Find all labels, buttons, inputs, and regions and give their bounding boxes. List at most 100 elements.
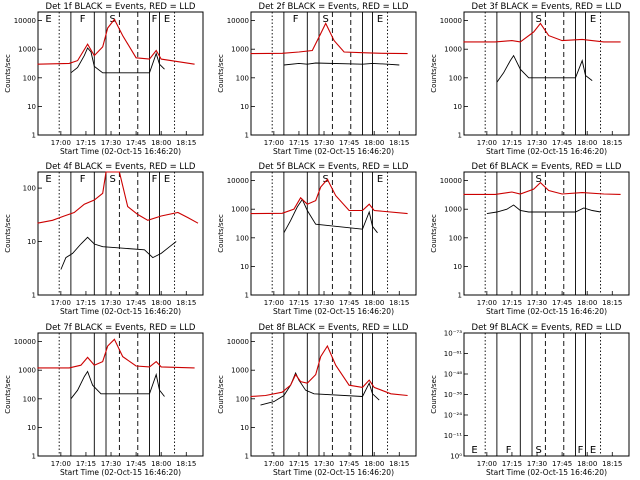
- segment-label: S: [110, 174, 116, 185]
- y-tick-label: 100: [236, 234, 249, 242]
- panel-title: Det 2f BLACK = Events, RED = LLD: [259, 2, 409, 12]
- x-tick-label: 17:00: [264, 460, 284, 468]
- x-tick-label: 17:30: [527, 139, 547, 147]
- y-tick-label: 100: [23, 74, 36, 82]
- series-events-line: [260, 371, 380, 406]
- segment-label: E: [377, 14, 383, 25]
- series-lld-line: [250, 22, 408, 55]
- y-tick-label: 10000: [227, 177, 249, 185]
- y-tick-label: 100: [23, 395, 36, 403]
- series-events-line: [283, 198, 378, 234]
- y-tick-label: 10⁻²⁴: [444, 412, 462, 420]
- y-axis-label: Counts/sec: [217, 214, 225, 253]
- x-tick-label: 17:15: [289, 299, 309, 307]
- y-axis-label: Counts/sec: [430, 214, 438, 253]
- y-tick-label: 1000: [231, 367, 249, 375]
- x-tick-label: 17:30: [527, 299, 547, 307]
- x-tick-label: 18:00: [364, 139, 384, 147]
- plot-frame: [250, 11, 417, 136]
- series-events-line: [496, 54, 593, 83]
- panel-title: Det 8f BLACK = Events, RED = LLD: [259, 323, 409, 333]
- x-tick-label: 17:45: [552, 139, 572, 147]
- series-lld-line: [463, 181, 621, 195]
- x-tick-label: 17:30: [101, 299, 121, 307]
- x-tick-label: 18:00: [151, 139, 171, 147]
- y-tick-label: 1000: [231, 206, 249, 214]
- x-tick-label: 18:15: [389, 460, 409, 468]
- segment-label: S: [110, 14, 116, 25]
- series-lld-line: [250, 178, 408, 215]
- y-tick-label: 10⁻⁶¹: [444, 350, 462, 358]
- segment-label: E: [471, 445, 477, 456]
- x-tick-label: 17:00: [51, 299, 71, 307]
- panel-7f: Det 7f BLACK = Events, RED = LLD 17:00 17:…: [4, 323, 204, 477]
- x-axis-label: Start Time (02-Oct-15 16:46:20): [273, 147, 394, 156]
- y-tick-label: 10⁻⁴⁸: [444, 371, 462, 379]
- y-tick-label: 1: [245, 132, 249, 140]
- x-tick-label: 18:00: [151, 299, 171, 307]
- series-events-line: [283, 62, 400, 66]
- x-tick-label: 17:45: [339, 139, 359, 147]
- y-tick-label: 1000: [231, 46, 249, 54]
- y-tick-label: 10⁻³⁶: [444, 391, 462, 399]
- y-tick-label: 100: [449, 234, 462, 242]
- x-tick-label: 17:30: [101, 460, 121, 468]
- segment-label: S: [536, 14, 542, 25]
- x-tick-label: 17:15: [502, 299, 522, 307]
- x-tick-label: 18:00: [364, 460, 384, 468]
- x-axis-label: Start Time (02-Oct-15 16:46:20): [60, 147, 181, 156]
- x-tick-label: 17:15: [76, 299, 96, 307]
- y-tick-label: 100: [236, 74, 249, 82]
- x-tick-label: 17:00: [477, 139, 497, 147]
- y-tick-label: 10⁻¹¹: [444, 432, 462, 440]
- y-tick-label: 1: [458, 292, 462, 300]
- x-tick-label: 17:30: [314, 139, 334, 147]
- segment-label: F: [80, 14, 86, 25]
- x-axis-label: Start Time (02-Oct-15 16:46:20): [273, 307, 394, 316]
- y-tick-label: 10: [240, 263, 249, 271]
- panel-title: Det 9f BLACK = Events, RED = LLD: [472, 323, 622, 333]
- plot-frame: [37, 11, 204, 136]
- x-tick-label: 17:45: [339, 299, 359, 307]
- plot-frame: [250, 332, 417, 457]
- y-tick-label: 10000: [227, 338, 249, 346]
- y-tick-label: 100: [449, 74, 462, 82]
- x-tick-label: 17:00: [51, 139, 71, 147]
- y-axis-label: Counts/sec: [430, 54, 438, 93]
- y-tick-label: 10: [240, 424, 249, 432]
- y-tick-label: 1: [458, 132, 462, 140]
- y-tick-label: 1000: [18, 46, 36, 54]
- series-events-line: [70, 370, 165, 400]
- y-axis-label: Counts/sec: [4, 375, 12, 414]
- series-lld-line: [37, 338, 195, 369]
- segment-label: S: [323, 174, 329, 185]
- x-tick-label: 18:15: [389, 139, 409, 147]
- x-tick-label: 18:00: [577, 460, 597, 468]
- x-tick-label: 17:15: [502, 460, 522, 468]
- x-tick-label: 17:15: [289, 139, 309, 147]
- x-tick-label: 17:00: [51, 460, 71, 468]
- y-tick-label: 10000: [14, 338, 36, 346]
- y-tick-label: 100: [23, 185, 36, 193]
- panel-5f: Det 5f BLACK = Events, RED = LLD S E 17:00 1…: [217, 162, 417, 316]
- x-tick-label: 18:15: [602, 139, 622, 147]
- y-tick-label: 10000: [227, 17, 249, 25]
- x-tick-label: 18:00: [577, 299, 597, 307]
- x-tick-label: 17:00: [477, 299, 497, 307]
- plot-frame: [250, 171, 417, 296]
- y-tick-label: 1000: [444, 206, 462, 214]
- segment-label: F: [152, 174, 158, 185]
- panel-title: Det 1f BLACK = Events, RED = LLD: [46, 2, 196, 12]
- series-lld-line: [37, 171, 199, 224]
- y-axis-label: Counts/sec: [430, 375, 438, 414]
- segment-label: E: [590, 445, 596, 456]
- x-axis-label: Start Time (02-Oct-15 16:46:20): [60, 468, 181, 477]
- y-tick-label: 10⁻⁷³: [444, 330, 462, 338]
- x-axis-label: Start Time (02-Oct-15 16:46:20): [486, 147, 607, 156]
- x-tick-label: 17:15: [76, 460, 96, 468]
- series-lld-line: [250, 344, 408, 398]
- y-tick-label: 10: [240, 103, 249, 111]
